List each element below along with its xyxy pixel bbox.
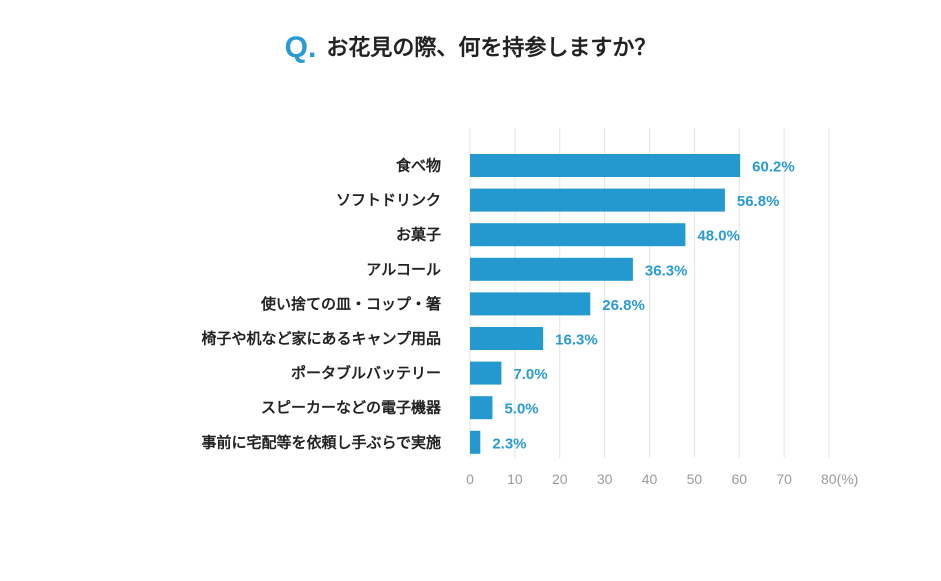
value-label: 56.8% xyxy=(737,193,780,210)
category-label: 使い捨ての皿・コップ・箸 xyxy=(260,295,441,313)
question-mark-label: Q. xyxy=(284,31,317,64)
value-labels: 60.2% 56.8% 48.0% 36.3% 26.8% 16.3% 7.0% 5.0% 2.… xyxy=(492,159,794,453)
bar xyxy=(470,188,725,212)
category-label: 椅子や机など家にあるキャンプ用品 xyxy=(201,330,441,348)
bar xyxy=(470,154,741,177)
bar xyxy=(470,292,591,316)
x-axis-ticks: 0 10 20 30 40 50 60 70 80(%) xyxy=(466,471,858,487)
category-label: アルコール xyxy=(366,260,441,278)
x-tick-label: 20 xyxy=(552,471,568,487)
category-labels: 食べ物ソフトドリンクお菓子アルコール使い捨ての皿・コップ・箸椅子や机など家にある… xyxy=(201,157,442,452)
value-label: 16.3% xyxy=(555,332,598,349)
x-tick-label: 60 xyxy=(731,471,747,487)
value-label: 26.8% xyxy=(602,297,645,314)
x-tick-label: 80(%) xyxy=(821,471,858,487)
value-label: 2.3% xyxy=(492,435,526,452)
value-label: 60.2% xyxy=(752,159,795,176)
value-label: 5.0% xyxy=(504,401,538,418)
bar xyxy=(470,396,493,420)
bar xyxy=(470,223,686,247)
category-label: スピーカーなどの電子機器 xyxy=(261,399,442,417)
x-tick-label: 70 xyxy=(776,471,792,487)
question-text: お花見の際、何を持参しますか？ xyxy=(326,36,657,61)
bar xyxy=(470,361,502,385)
x-tick-label: 40 xyxy=(642,471,658,487)
bar xyxy=(470,327,544,350)
x-tick-label: 30 xyxy=(597,471,613,487)
bars-group xyxy=(470,154,741,454)
value-label: 36.3% xyxy=(645,262,688,279)
x-tick-label: 0 xyxy=(466,471,474,487)
category-label: 事前に宅配等を依頼し手ぶらで実施 xyxy=(201,433,441,451)
value-label: 48.0% xyxy=(697,228,740,245)
x-tick-label: 10 xyxy=(507,471,523,487)
x-tick-label: 50 xyxy=(687,471,703,487)
category-label: お菓子 xyxy=(396,226,441,244)
category-label: ソフトドリンク xyxy=(336,191,441,209)
bar xyxy=(470,257,633,281)
category-label: ポータブルバッテリー xyxy=(291,364,441,382)
bar xyxy=(470,430,481,454)
category-label: 食べ物 xyxy=(396,157,441,175)
value-label: 7.0% xyxy=(513,366,547,383)
chart-title: Q. お花見の際、何を持参しますか？ xyxy=(0,30,941,65)
